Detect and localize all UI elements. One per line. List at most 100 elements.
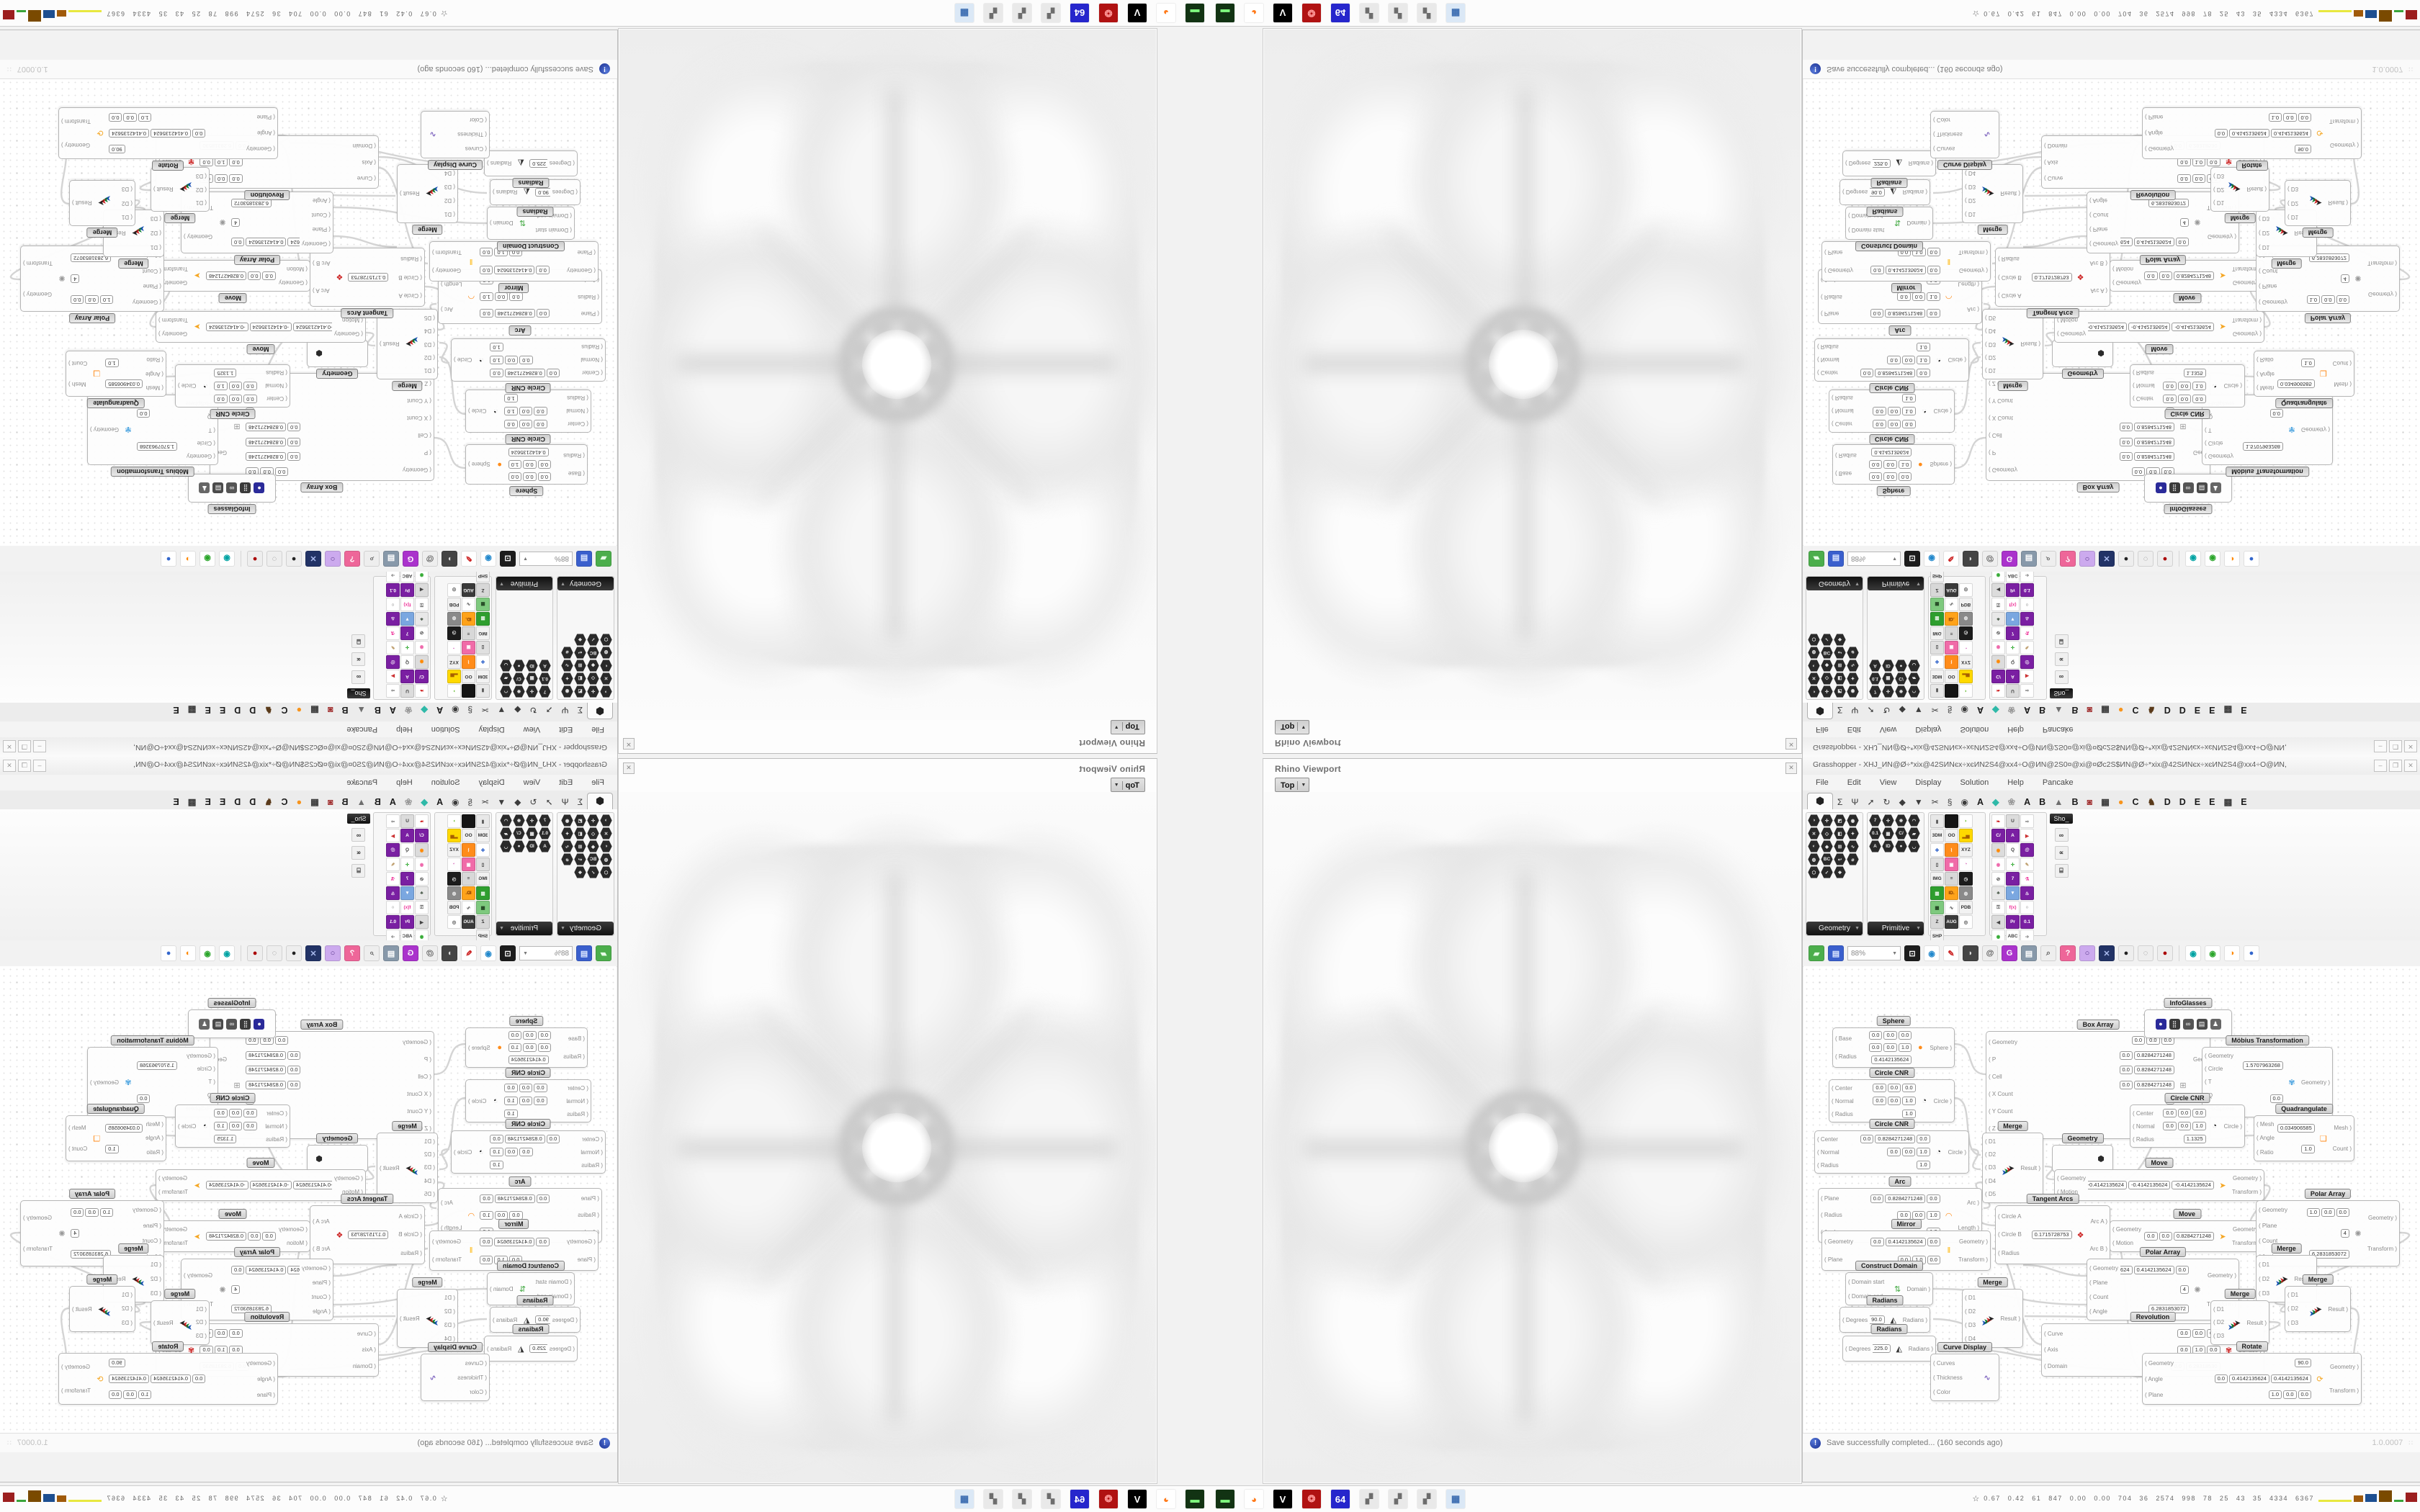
palette-icon[interactable]: ∿ xyxy=(1945,901,1958,914)
node-input-port[interactable]: ( Radius xyxy=(1832,395,1853,402)
palette-icon[interactable]: ⊘ xyxy=(1991,872,2005,886)
node-output-port[interactable]: Transform ) xyxy=(2367,260,2397,266)
tab-plugin-4[interactable]: B xyxy=(2039,705,2046,715)
palette-icon[interactable]: ✎ xyxy=(386,858,400,871)
value-box[interactable]: 0.8284271248 xyxy=(246,452,287,462)
node-input-port[interactable]: ( Geometry xyxy=(186,453,215,460)
node-input-port[interactable]: ( D1 xyxy=(2213,1305,2225,1313)
viewport-tab-top[interactable]: Top ▼ xyxy=(1275,720,1310,734)
node-input-port[interactable]: ( Geometry xyxy=(333,1175,363,1182)
gh-node-move[interactable]: ( Geometry( Motion -0.4142135624 -0.414213… xyxy=(2054,1158,2264,1201)
node-output-port[interactable]: Sphere ) xyxy=(1930,461,1952,468)
value-box[interactable]: 0.0 xyxy=(2269,1094,2283,1103)
node-input-port[interactable]: ( P xyxy=(424,449,431,456)
value-box[interactable]: 0.1715728753 xyxy=(2031,1230,2072,1239)
palette-icon[interactable]: ○ xyxy=(386,901,400,914)
resize-grip-icon[interactable]: ∷ xyxy=(6,66,12,73)
gh-node-circle-cnr[interactable]: ( Center( Normal( Radius 0.0 0.8284271248 0… xyxy=(451,338,606,393)
palette-icon[interactable]: 7 xyxy=(2006,872,2020,886)
tab-plugin-17[interactable]: E xyxy=(2241,705,2247,715)
value-box[interactable]: 1.5707963268 xyxy=(2243,442,2283,451)
palette-icon[interactable]: ⌇ xyxy=(1945,843,1958,857)
palette-icon[interactable]: ▦ xyxy=(1930,598,1944,611)
node-output-port[interactable]: Geometry ) xyxy=(2367,1215,2397,1221)
value-box[interactable]: -0.4142135624 xyxy=(2128,1181,2171,1189)
palette-icon[interactable]: ▶ xyxy=(2020,829,2034,842)
tab-plugin-13[interactable]: D xyxy=(234,705,241,715)
value-box[interactable]: 1.0 xyxy=(1917,1148,1930,1156)
palette-icon[interactable]: ✚ xyxy=(476,843,490,857)
value-box[interactable]: 0.0 xyxy=(2146,1036,2160,1045)
tab-plugin-15[interactable]: E xyxy=(2209,797,2215,807)
infoglasses-icon[interactable]: ⣿ xyxy=(240,482,251,494)
calculator-icon[interactable]: ▦ xyxy=(1446,4,1465,22)
palette-icon[interactable]: ❖ xyxy=(1834,634,1846,646)
red-emblem-icon[interactable]: ❂ xyxy=(1099,4,1118,22)
tab-icon-5[interactable]: ▼ xyxy=(497,797,506,807)
node-output-port[interactable]: Length ) xyxy=(441,281,462,287)
value-box[interactable]: 0.0 xyxy=(2163,395,2177,403)
show-all-button[interactable]: Sho_ xyxy=(2050,688,2073,698)
tab-icon-6[interactable]: ✂ xyxy=(1931,797,1939,807)
node-input-port[interactable]: ( D1 xyxy=(150,244,161,251)
find-icon[interactable]: ⌕ xyxy=(2040,945,2056,961)
palette-icon[interactable]: ◉ xyxy=(1991,655,2005,669)
titlebar[interactable]: Grasshopper - XHJ_ИN@Ø÷*xіx@42SИNєx÷xєИN… xyxy=(0,756,617,775)
node-input-port[interactable]: ( Radius xyxy=(1817,1161,1839,1169)
tab-icon-8[interactable]: ◉ xyxy=(1960,797,1968,807)
palette-icon[interactable]: ◐ xyxy=(1808,660,1820,672)
value-box[interactable]: 0.0 xyxy=(534,1084,547,1092)
node-input-port[interactable]: ( Plane xyxy=(312,1279,331,1286)
palette-icon[interactable]: ◡ xyxy=(500,840,512,852)
value-box[interactable]: 0.0 xyxy=(262,1232,276,1241)
value-box[interactable]: 0.0 xyxy=(1870,309,1884,318)
gh-node-sphere[interactable]: ( Base( Radius 0.0 0.0 0.0 0.0 0.0 1.0 0.414213… xyxy=(1832,444,1955,496)
preview-wire-icon[interactable]: ◌ xyxy=(266,945,282,961)
red-emblem-icon[interactable]: ❂ xyxy=(1302,4,1321,22)
console-app-icon[interactable]: ▬ xyxy=(1186,1490,1204,1508)
node-input-port[interactable]: ( Cell xyxy=(418,1073,431,1080)
palette-icon[interactable]: XYZ xyxy=(1959,843,1973,857)
value-box[interactable]: 0.0 xyxy=(1869,1031,1883,1040)
node-output-port[interactable]: Arc ) xyxy=(441,306,453,312)
palette-icon[interactable]: ⚿ xyxy=(415,598,429,611)
node-output-port[interactable]: Transform ) xyxy=(2231,1240,2262,1246)
value-box[interactable]: 0.0 xyxy=(508,1031,522,1040)
palette-icon[interactable]: ⌸ xyxy=(351,864,366,878)
palette-icon[interactable]: Pr xyxy=(400,583,414,597)
palette-icon[interactable]: C/ xyxy=(1895,672,1907,685)
open-file-icon[interactable]: ▰ xyxy=(596,551,611,567)
gh-node-curve-display[interactable]: ( Curves( Thickness( Color ∿ Curve Display xyxy=(421,111,490,170)
menu-item-edit[interactable]: Edit xyxy=(1847,778,1861,787)
node-input-port[interactable]: ( D3 xyxy=(444,1322,455,1328)
palette-icon[interactable]: ⊘ xyxy=(1991,626,2005,640)
value-box[interactable]: 0.0 xyxy=(2119,1050,2133,1060)
palette-icon[interactable]: ✛ xyxy=(587,685,599,698)
node-input-port[interactable]: ( Geometry xyxy=(2089,240,2119,248)
palette-icon[interactable] xyxy=(1945,814,1958,828)
gh-node-infoglasses[interactable]: ● ⣿ ∞ ▤ ♟ InfoGlasses xyxy=(188,998,276,1038)
node-output-port[interactable]: Geometry ) xyxy=(2329,142,2359,148)
palette-icon[interactable]: IMG xyxy=(1930,626,1944,640)
palette-icon[interactable]: ∿ xyxy=(1847,840,1859,852)
value-box[interactable]: 0.0 xyxy=(1927,1194,1940,1203)
palette-icon[interactable]: PDB xyxy=(447,901,461,914)
firefox-icon[interactable]: ◕ xyxy=(1157,4,1175,22)
value-box[interactable]: 0.0 xyxy=(1917,369,1930,377)
palette-icon[interactable]: ♨ xyxy=(2020,886,2034,900)
value-box[interactable]: 0.0 xyxy=(123,113,137,122)
value-box[interactable]: 0.0 xyxy=(231,237,245,246)
pin-orange-icon[interactable]: ◑ xyxy=(2224,551,2240,567)
save-file-icon[interactable]: ▤ xyxy=(576,551,592,567)
zoom-level-combo[interactable]: 88% ▼ xyxy=(519,946,573,960)
palette-icon[interactable]: ♣ xyxy=(1991,612,2005,626)
value-box[interactable]: 0.0 xyxy=(287,1066,301,1075)
maze-icon[interactable]: ▞ xyxy=(1389,4,1407,22)
node-output-port[interactable]: Result ) xyxy=(400,1315,420,1322)
viewport-canvas[interactable] xyxy=(1264,792,1801,1482)
node-input-port[interactable]: ( Thickness xyxy=(1933,1374,1963,1381)
node-input-port[interactable]: ( Geometry xyxy=(1989,467,2018,474)
camera-icon[interactable]: ◗ xyxy=(442,551,457,567)
value-box[interactable]: 0.0 xyxy=(192,129,206,138)
node-input-port[interactable]: ( D2 xyxy=(195,1319,207,1326)
